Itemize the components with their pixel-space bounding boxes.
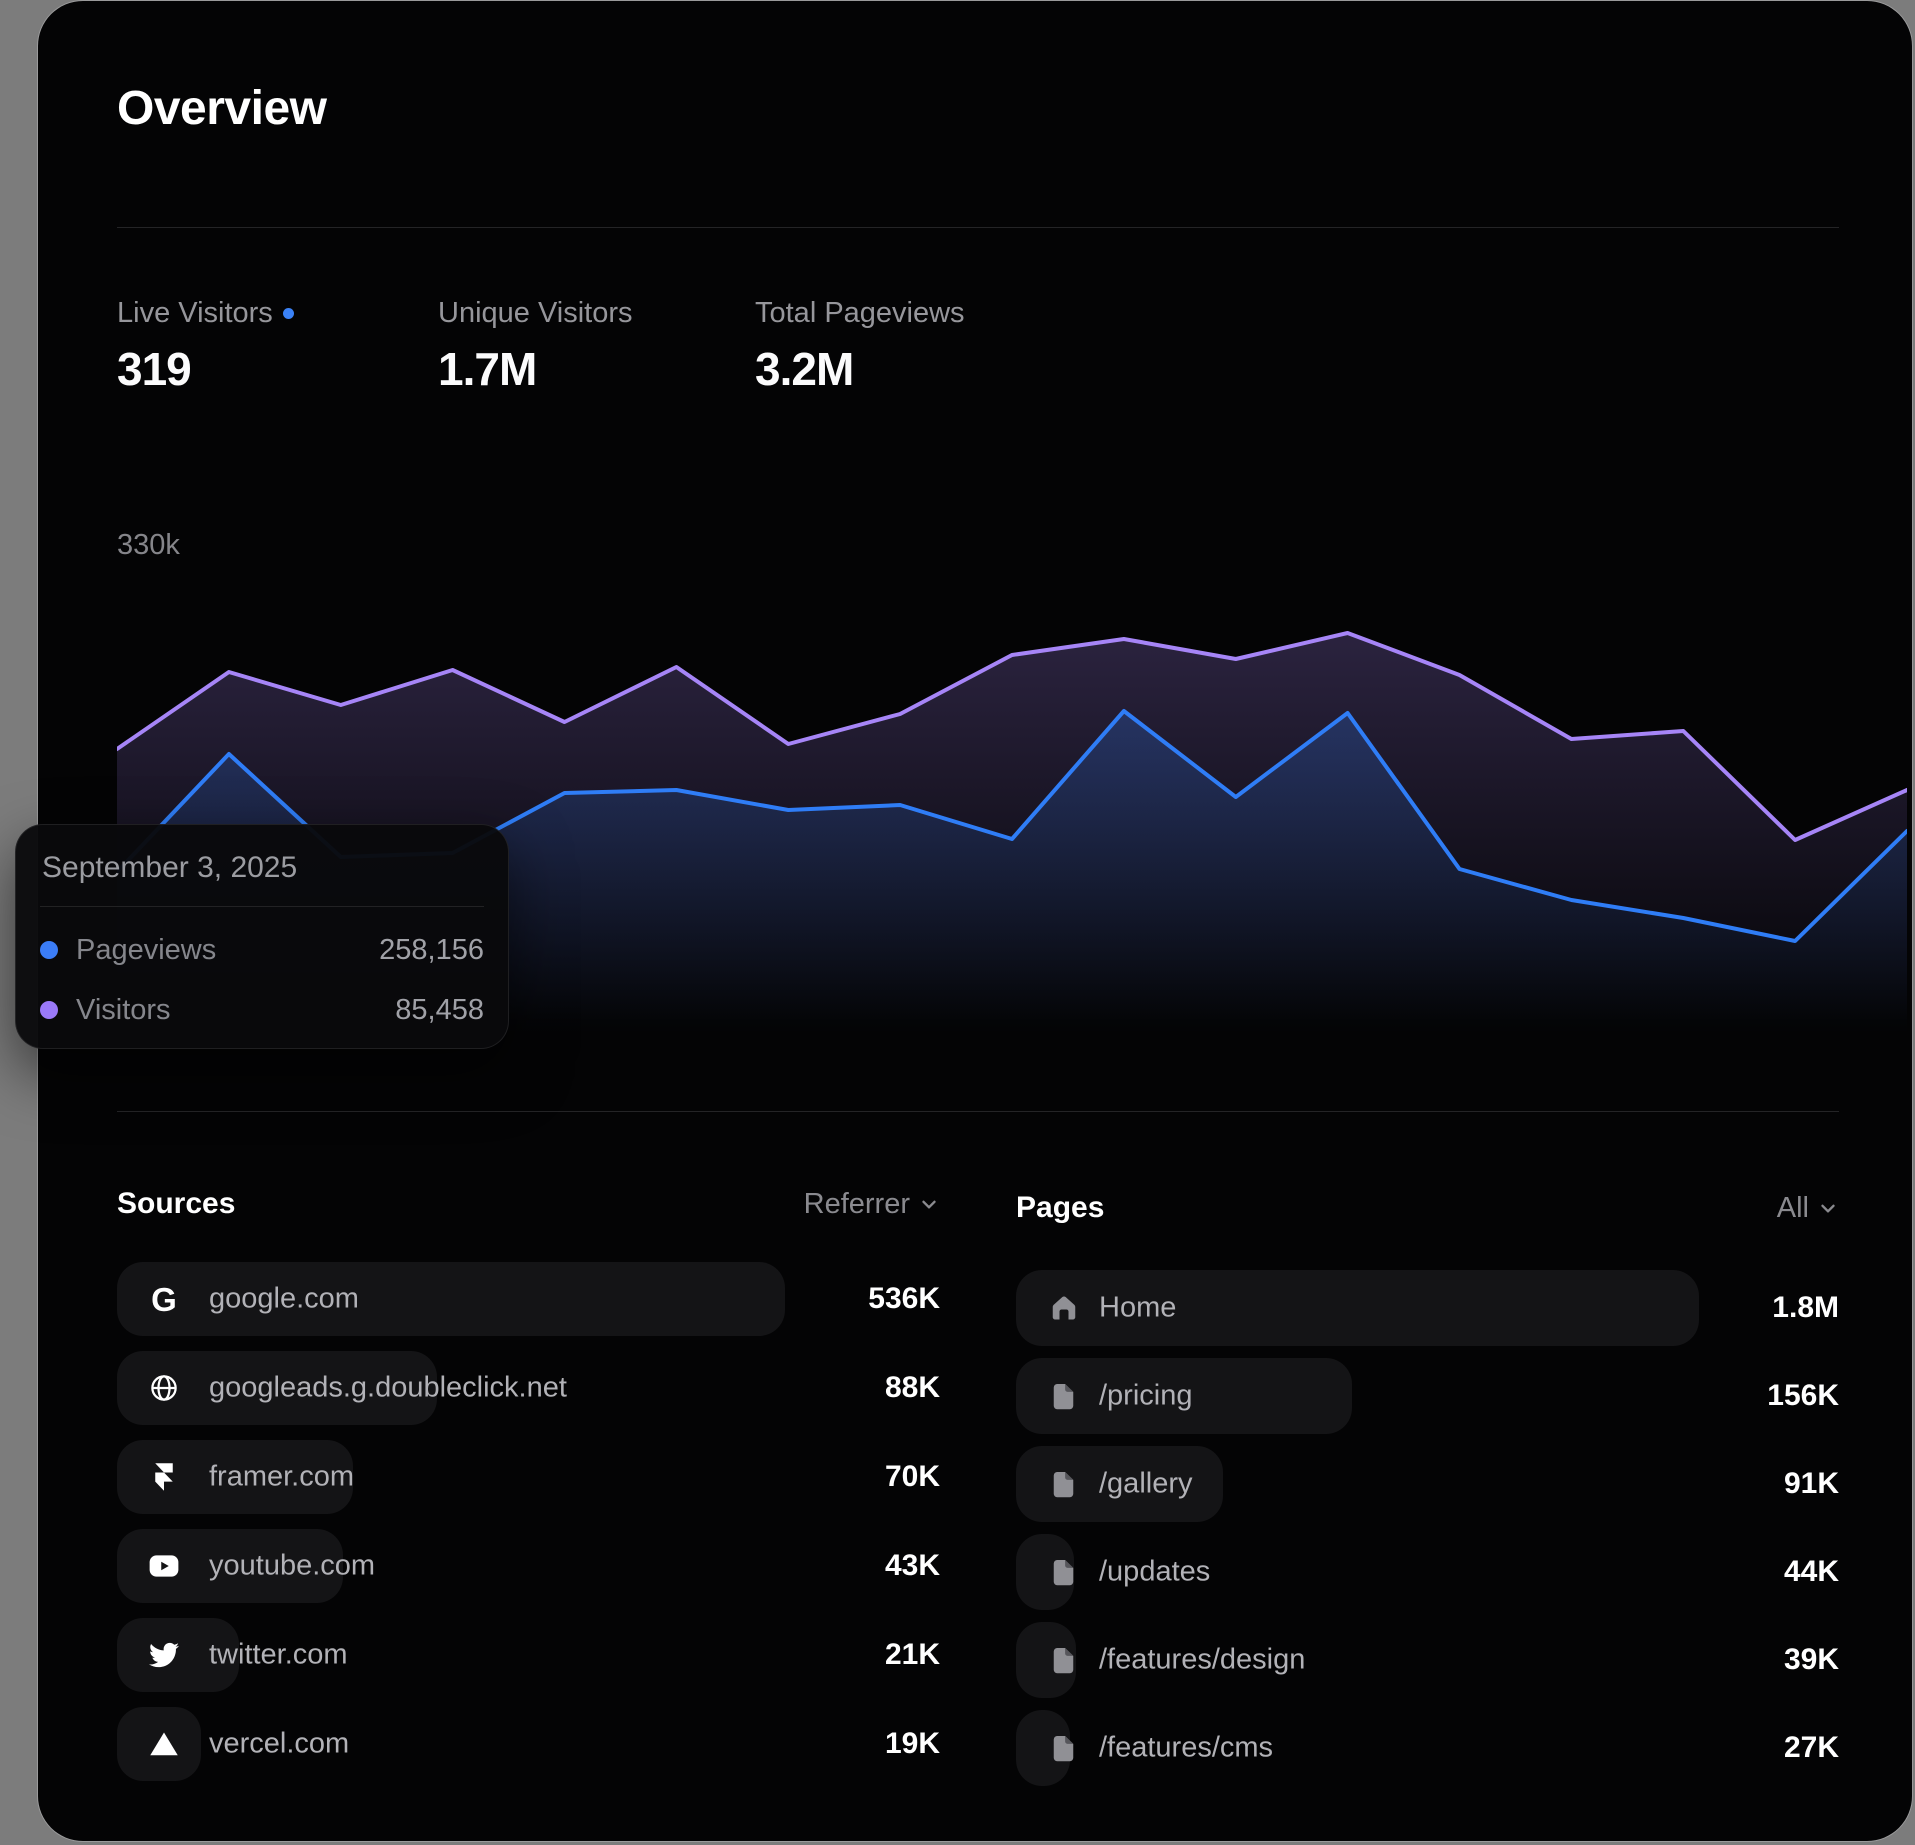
pageviews-series-dot (40, 941, 58, 959)
sources-header: Sources Referrer (117, 1184, 940, 1224)
row-count: 27K (1783, 1731, 1839, 1764)
usage-bar (1016, 1446, 1223, 1522)
stat-unique-visitors[interactable]: Unique Visitors 1.7M (438, 297, 633, 396)
pages-filter-dropdown[interactable]: All (1777, 1192, 1839, 1225)
sources-filter-dropdown[interactable]: Referrer (804, 1188, 940, 1221)
stat-label: Live Visitors (117, 297, 294, 330)
stat-label: Total Pageviews (755, 297, 965, 329)
source-row[interactable]: twitter.com 21K (117, 1618, 940, 1692)
row-label: vercel.com (209, 1727, 350, 1760)
chart-tooltip: September 3, 2025 Pageviews 258,156 Visi… (15, 824, 509, 1049)
pages-title: Pages (1016, 1191, 1105, 1224)
analytics-card: Overview Live Visitors 319 Unique Visito… (15, 0, 1913, 1842)
youtube-icon (143, 1545, 185, 1587)
stat-value: 319 (117, 343, 192, 395)
row-count: 70K (884, 1460, 940, 1493)
home-icon (1043, 1287, 1085, 1329)
stat-total-pageviews[interactable]: Total Pageviews 3.2M (755, 297, 965, 396)
tooltip-date: September 3, 2025 (42, 851, 298, 884)
row-count: 44K (1783, 1555, 1839, 1588)
stat-value: 3.2M (755, 343, 854, 395)
y-axis-top-label: 330k (117, 529, 180, 561)
sources-title: Sources (117, 1187, 236, 1220)
row-count: 39K (1783, 1643, 1839, 1676)
chevron-down-icon (922, 1200, 936, 1209)
row-label: /gallery (1099, 1467, 1193, 1500)
tooltip-row-label: Pageviews (76, 933, 217, 966)
source-row[interactable]: googleads.g.doubleclick.net 88K (117, 1351, 940, 1425)
source-row[interactable]: youtube.com 43K (117, 1529, 940, 1603)
visitors-series-dot (40, 1001, 58, 1019)
file-icon (1043, 1463, 1085, 1505)
framer-icon (143, 1456, 185, 1498)
page-row[interactable]: Home 1.8M (1016, 1270, 1839, 1346)
file-icon (1043, 1639, 1085, 1681)
row-label: framer.com (209, 1460, 355, 1493)
tooltip-row-value: 258,156 (379, 933, 484, 966)
file-icon (1043, 1375, 1085, 1417)
row-count: 156K (1767, 1379, 1839, 1412)
row-count: 88K (884, 1371, 940, 1404)
usage-bar (1016, 1270, 1699, 1346)
page-row[interactable]: /features/design 39K (1016, 1622, 1839, 1698)
page-row[interactable]: /gallery 91K (1016, 1446, 1839, 1522)
chart-bottom-divider (117, 1111, 1839, 1112)
row-count: 19K (884, 1727, 940, 1760)
usage-bar (117, 1618, 239, 1692)
stat-live-visitors[interactable]: Live Visitors 319 (117, 297, 294, 396)
pageviews-area (117, 711, 1907, 1091)
row-label: Home (1099, 1291, 1177, 1324)
row-count: 536K (868, 1282, 940, 1315)
page-title: Overview (117, 82, 327, 135)
source-row[interactable]: framer.com 70K (117, 1440, 940, 1514)
google-icon: G (151, 1280, 177, 1318)
tooltip-row-label: Visitors (76, 993, 171, 1026)
file-icon (1043, 1551, 1085, 1593)
row-label: googleads.g.doubleclick.net (209, 1371, 567, 1404)
visitors-line (117, 631, 1907, 842)
live-indicator-dot (282, 308, 294, 319)
row-label: /pricing (1099, 1379, 1193, 1412)
vercel-icon (143, 1723, 185, 1765)
row-label: twitter.com (209, 1638, 348, 1671)
row-label: /updates (1099, 1555, 1211, 1588)
pages-list: Home 1.8M/pricing 156K/gallery 91K/updates 4… (1016, 1270, 1839, 1798)
file-icon (1043, 1727, 1085, 1769)
page-row[interactable]: /pricing 156K (1016, 1358, 1839, 1434)
row-label: /features/cms (1099, 1731, 1274, 1764)
row-label: google.com (209, 1282, 359, 1315)
row-count: 21K (884, 1638, 940, 1671)
page-row[interactable]: /features/cms 27K (1016, 1710, 1839, 1786)
row-count: 43K (884, 1549, 940, 1582)
traffic-line-chart[interactable] (117, 501, 1907, 1091)
globe-icon (143, 1367, 185, 1409)
tooltip-row-pageviews: Pageviews 258,156 (40, 929, 484, 971)
header-divider (117, 227, 1839, 228)
twitter-icon (143, 1634, 185, 1676)
stat-label: Unique Visitors (438, 297, 633, 329)
row-label: /features/design (1099, 1643, 1306, 1676)
row-label: youtube.com (209, 1549, 376, 1582)
row-count: 1.8M (1772, 1291, 1839, 1324)
row-count: 91K (1783, 1467, 1839, 1500)
source-row[interactable]: vercel.com 19K (117, 1707, 940, 1781)
stat-value: 1.7M (438, 343, 537, 395)
chevron-down-icon (1821, 1204, 1835, 1213)
tooltip-row-visitors: Visitors 85,458 (40, 989, 484, 1031)
page-row[interactable]: /updates 44K (1016, 1534, 1839, 1610)
tooltip-divider (40, 906, 484, 907)
pages-header: Pages All (1016, 1188, 1839, 1228)
tooltip-row-value: 85,458 (395, 993, 484, 1026)
usage-bar (117, 1262, 785, 1336)
